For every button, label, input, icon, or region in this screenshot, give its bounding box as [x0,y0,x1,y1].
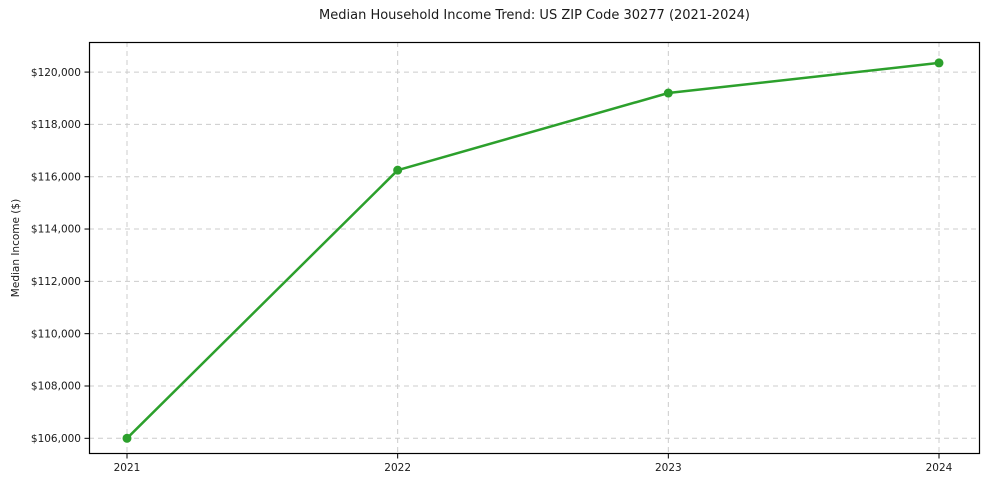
data-point-marker [663,88,673,98]
x-tick-label: 2021 [114,462,141,474]
line-chart-canvas: $106,000 $108,000 $110,000 $112,000 $114,000… [31,41,981,474]
chart-title: Median Household Income Trend: US ZIP Co… [319,8,750,23]
y-tick-label: $110,000 [31,328,81,340]
y-tick-label: $116,000 [31,171,81,183]
plot-area: $106,000 $108,000 $110,000 $112,000 $114,000… [31,41,981,474]
y-tick-label: $112,000 [31,276,81,288]
y-tick-label: $108,000 [31,381,81,393]
y-tick-label: $114,000 [31,224,81,236]
y-tick-label: $106,000 [31,433,81,445]
data-point-marker [934,58,944,68]
y-tick-label: $120,000 [31,67,81,79]
data-point-marker [393,165,403,175]
x-tick-label: 2023 [655,462,682,474]
trend-line [125,61,941,440]
x-tick-label: 2022 [384,462,411,474]
y-axis-title: Median Income ($) [10,198,22,298]
x-tick-label: 2024 [926,462,953,474]
plot-border [88,41,981,455]
data-point-marker [122,433,132,443]
y-tick-label: $118,000 [31,119,81,131]
